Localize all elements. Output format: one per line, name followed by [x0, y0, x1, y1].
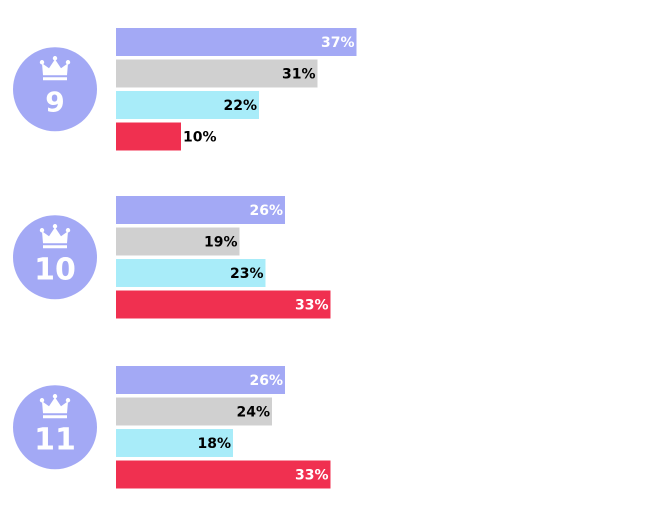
- data-label: 33%: [295, 468, 329, 484]
- group-label: 11: [34, 422, 76, 457]
- group-badge: [13, 215, 97, 300]
- bar: [116, 460, 331, 489]
- bar: [116, 91, 259, 119]
- bar: [116, 227, 240, 256]
- bar-group-9: 9 37% 31% 22% 10%: [13, 28, 357, 151]
- bar-group-10: 10 26% 19% 23% 33%: [13, 196, 331, 319]
- bar: [116, 59, 318, 88]
- group-label: 10: [34, 252, 76, 287]
- data-label: 37%: [321, 35, 355, 51]
- group-label: 9: [45, 85, 64, 118]
- bar: [116, 122, 181, 151]
- bar: [116, 290, 331, 319]
- bar: [116, 28, 357, 56]
- bar: [116, 366, 285, 394]
- bar: [116, 196, 285, 224]
- bar-group-11: 11 26% 24% 18% 33%: [13, 366, 331, 489]
- data-label: 18%: [197, 436, 231, 452]
- data-label: 19%: [204, 235, 238, 251]
- group-badge: [13, 385, 97, 470]
- crown-icon: [39, 394, 71, 419]
- data-label: 10%: [183, 130, 217, 146]
- data-label: 31%: [282, 67, 316, 83]
- data-label: 24%: [236, 405, 270, 421]
- data-label: 23%: [230, 266, 264, 282]
- crown-icon: [39, 56, 71, 81]
- data-label: 26%: [249, 203, 283, 219]
- bar: [116, 429, 233, 457]
- crown-icon: [39, 224, 71, 249]
- group-badge: [13, 47, 97, 132]
- data-label: 33%: [295, 298, 329, 314]
- data-label: 26%: [249, 373, 283, 389]
- bar: [116, 397, 272, 426]
- bar: [116, 259, 266, 287]
- data-label: 22%: [223, 98, 257, 114]
